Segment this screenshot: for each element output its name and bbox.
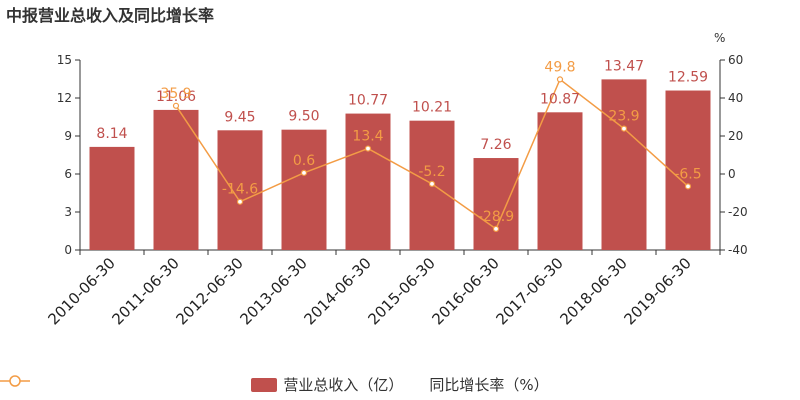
y-right-tick-label: 20 (728, 129, 743, 143)
bar-value-label: 9.50 (288, 109, 319, 125)
bar-value-label: 12.59 (668, 70, 708, 86)
line-point (172, 102, 180, 109)
bar (281, 129, 327, 250)
line-value-label: -14.6 (222, 182, 258, 198)
bar-value-label: 10.21 (412, 100, 452, 116)
bar (89, 146, 135, 250)
x-tick-label: 2017-06-30 (492, 254, 566, 328)
line-point (236, 198, 244, 205)
x-tick-label: 2018-06-30 (556, 254, 630, 328)
line-point (300, 169, 308, 176)
y-right-tick-label: 60 (728, 53, 743, 67)
bar (345, 113, 391, 250)
line-value-label: -6.5 (674, 166, 701, 182)
x-tick-label: 2010-06-30 (44, 254, 118, 328)
x-tick-label: 2014-06-30 (300, 254, 374, 328)
bar-value-label: 13.47 (604, 58, 644, 74)
x-tick-label: 2011-06-30 (108, 254, 182, 328)
legend-bar-swatch (251, 377, 278, 392)
y-right-unit: % (714, 31, 725, 45)
line-value-label: 0.6 (293, 153, 315, 169)
y-left-tick-label: 15 (57, 53, 72, 67)
line-point (428, 180, 436, 187)
legend: 营业总收入（亿） 同比增长率（%） (0, 374, 800, 395)
bar-value-label: 7.26 (480, 137, 511, 153)
y-right-tick-label: 40 (728, 91, 743, 105)
bar-value-label: 10.87 (540, 91, 580, 107)
y-left-tick-label: 9 (64, 129, 72, 143)
line-value-label: -5.2 (418, 164, 445, 180)
bar-value-label: 10.77 (348, 93, 388, 109)
combo-chart: 0 3 6 9 12 15 -40 -20 0 20 40 60% 2010-06-302011-06-… (44, 31, 748, 328)
y-right-tick-label: -40 (728, 243, 748, 257)
line-point (684, 183, 692, 190)
line-point (364, 145, 372, 152)
y-left-tick-label: 12 (57, 91, 72, 105)
bar (601, 79, 647, 250)
line-point (492, 225, 500, 233)
x-tick-label: 2013-06-30 (236, 254, 310, 328)
line-point (620, 125, 628, 132)
chart-title: 中报营业总收入及同比增长率 (6, 6, 215, 25)
x-tick-label: 2012-06-30 (172, 254, 246, 328)
y-right-tick-label: -20 (728, 205, 748, 219)
line-value-label: 23.9 (608, 109, 639, 125)
line-value-label: -28.9 (478, 209, 514, 225)
y-left-tick-label: 6 (64, 167, 72, 181)
y-left-tick-label: 3 (64, 205, 72, 219)
legend-label-revenue: 营业总收入（亿） (283, 376, 404, 394)
y-left-tick-label: 0 (64, 243, 72, 257)
legend-line-swatch (0, 375, 30, 387)
bar (153, 109, 199, 250)
bar (665, 90, 711, 250)
line-value-label: 49.8 (544, 59, 575, 75)
bar-value-label: 11.06 (156, 89, 196, 105)
bar-value-label: 9.45 (224, 109, 255, 125)
bar (537, 112, 583, 251)
line-value-label: 35.9 (160, 86, 191, 102)
bar (473, 158, 519, 250)
bar (217, 130, 263, 250)
legend-item-growth[interactable]: 同比增长率（%） (0, 374, 549, 395)
line-point (556, 76, 564, 83)
legend-label-growth: 同比增长率（%） (429, 376, 549, 394)
y-right-tick-label: 0 (728, 167, 736, 181)
line-value-label: 13.4 (352, 129, 383, 145)
bar-value-label: 8.14 (96, 126, 127, 142)
x-tick-label: 2015-06-30 (364, 254, 438, 328)
x-tick-label: 2019-06-30 (620, 254, 694, 328)
legend-item-revenue[interactable]: 营业总收入（亿） (251, 374, 403, 395)
x-tick-label: 2016-06-30 (428, 254, 502, 328)
